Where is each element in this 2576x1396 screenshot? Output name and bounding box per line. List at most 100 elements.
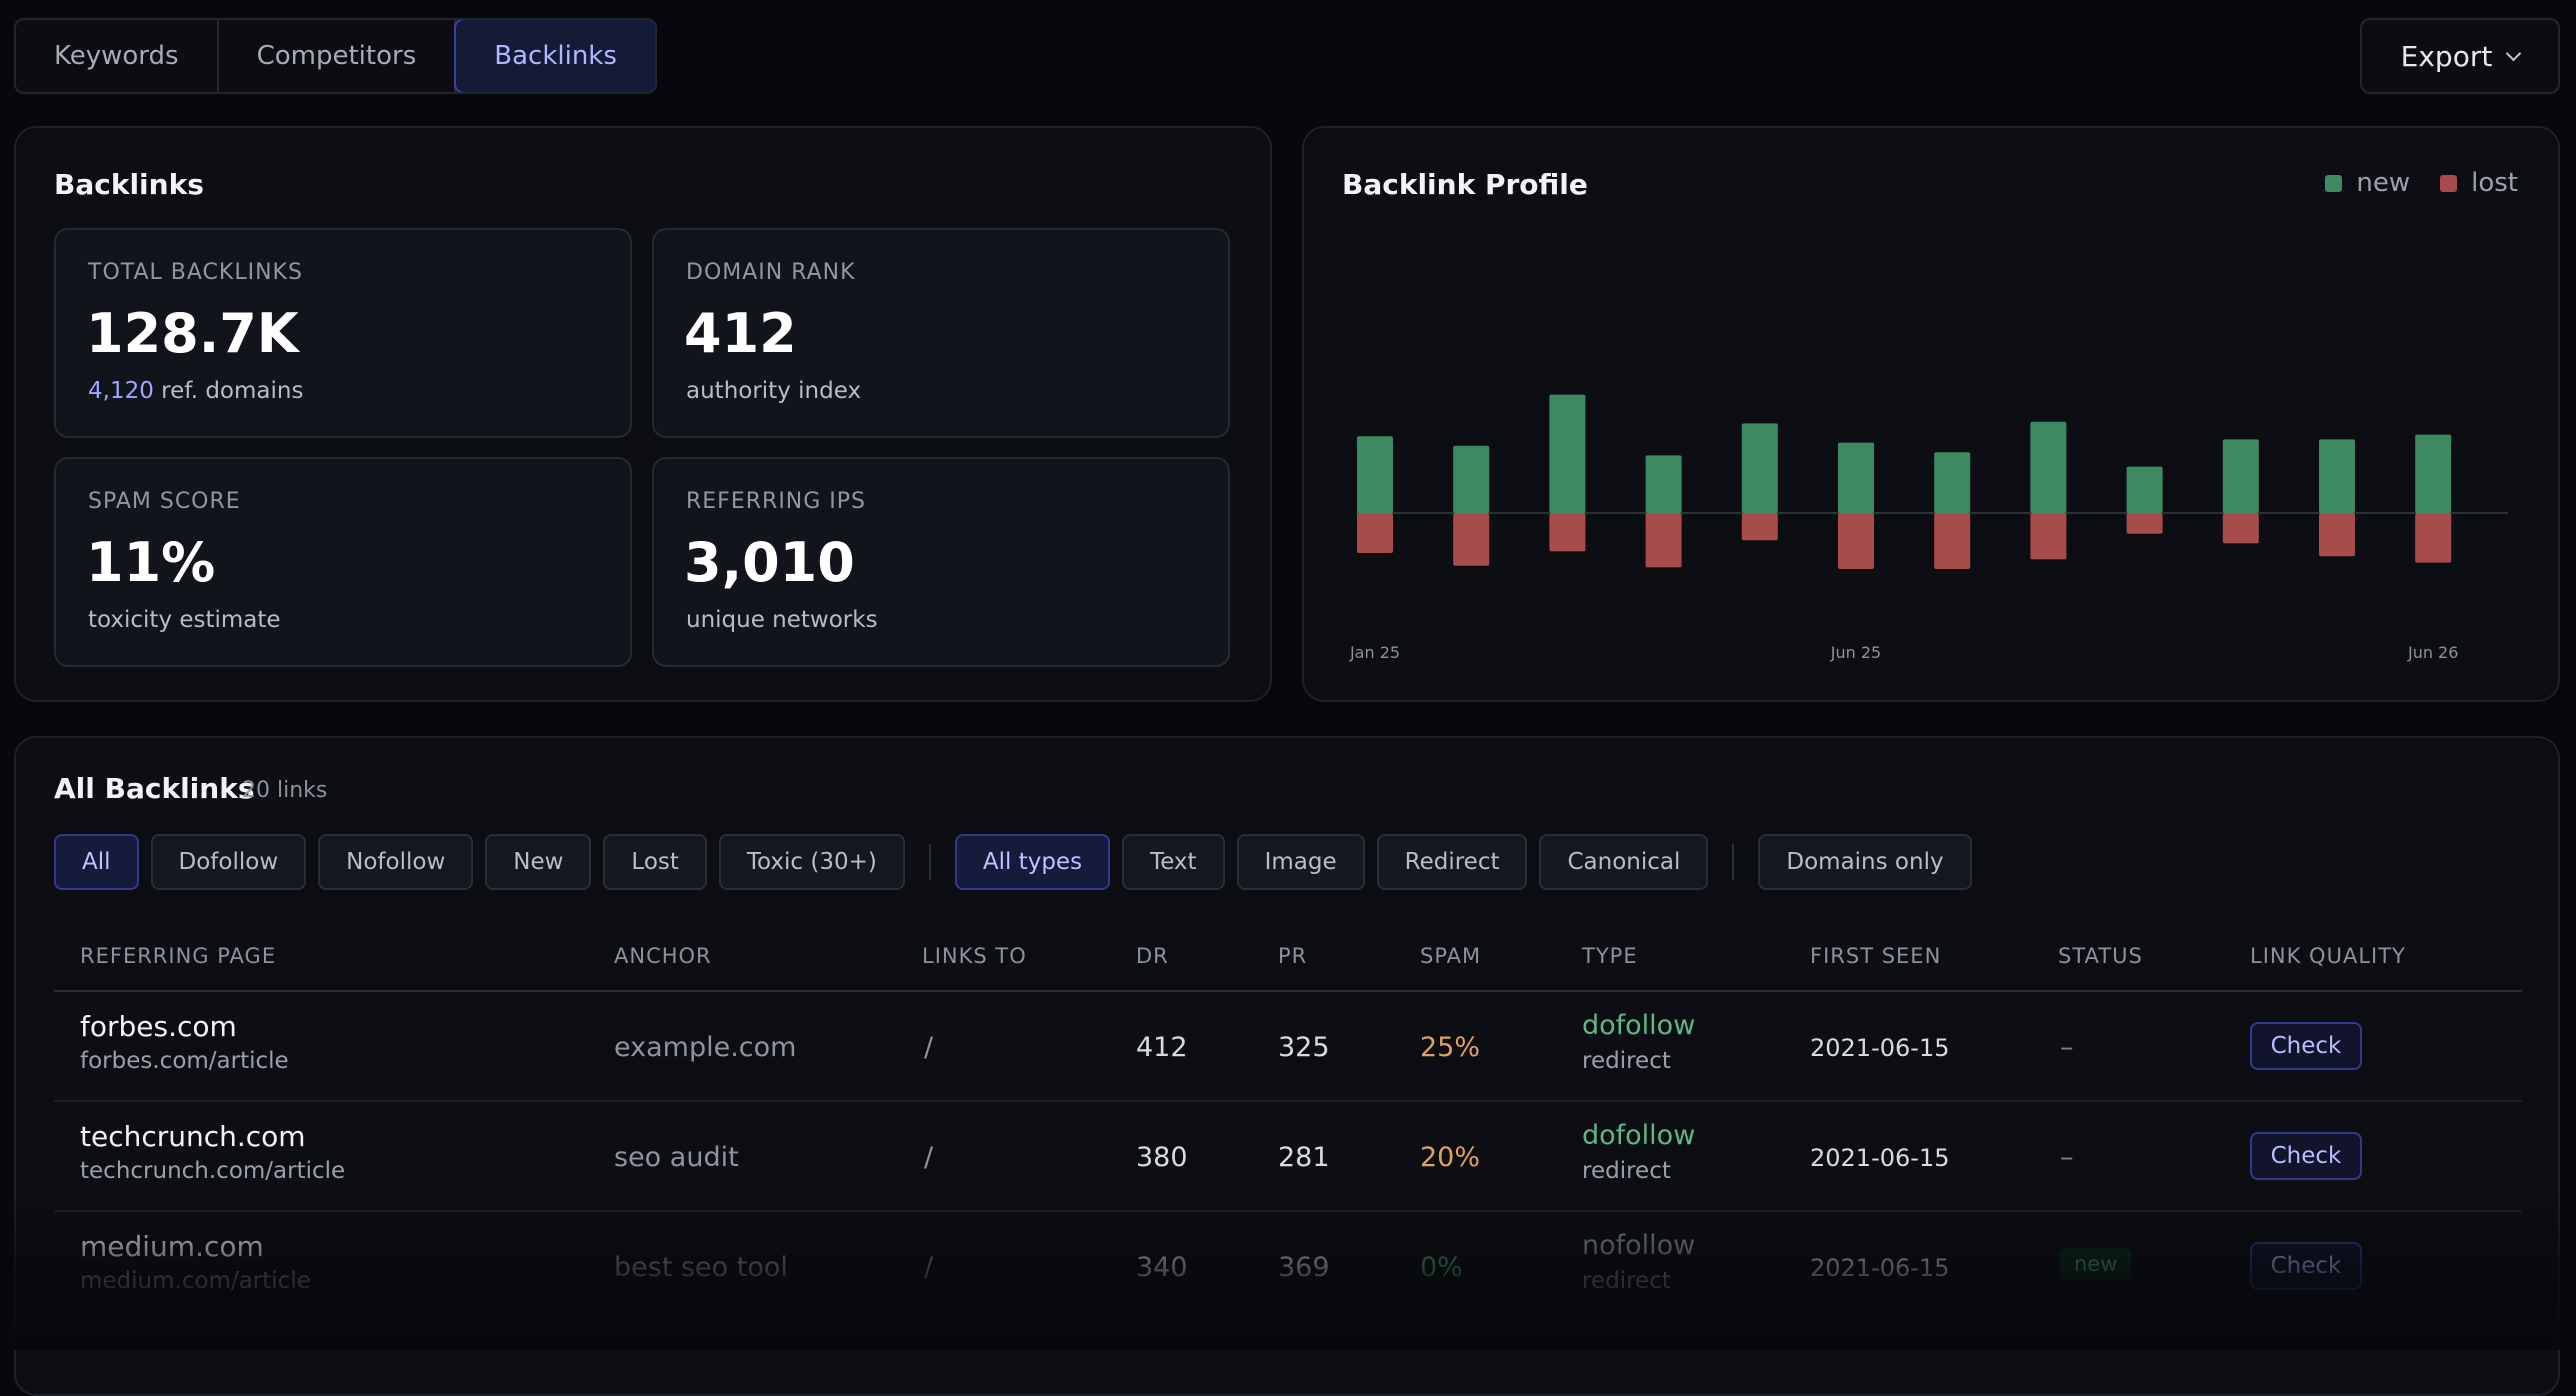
bar-new-11[interactable] [2415,434,2452,513]
bar-lost-3[interactable] [1645,513,1682,568]
bar-new-3[interactable] [1645,455,1682,513]
filter-all[interactable]: All [54,834,139,890]
bar-new-1[interactable] [1453,445,1490,513]
dr-value: 380 [1136,1142,1188,1173]
metric-subtext: 4,120 ref. domains [88,378,303,404]
metric-label: TOTAL BACKLINKS [88,260,303,285]
bar-lost-2[interactable] [1549,513,1586,552]
spam-value: 25% [1420,1032,1481,1063]
metric-value: 128.7K [86,302,299,365]
metric-label: REFERRING IPS [686,489,867,514]
bar-lost-0[interactable] [1357,513,1393,553]
dr-value: 340 [1136,1252,1188,1283]
x-tick-label: Jun 26 [2407,643,2458,662]
bar-new-0[interactable] [1357,436,1393,513]
column-header-links-to[interactable]: LINKS TO [922,944,1027,968]
bar-new-7[interactable] [2030,421,2067,513]
metric-subtext: unique networks [686,607,878,633]
filter-nofollow[interactable]: Nofollow [318,834,474,890]
referring-domain[interactable]: forbes.com [80,1010,237,1043]
link-subtype: redirect [1582,1268,1671,1294]
links-to: / [924,1142,934,1173]
metric-value: 412 [684,302,797,365]
filter-image[interactable]: Image [1236,834,1365,890]
x-tick-label: Jan 25 [1349,643,1400,662]
view-tabs: Keywords Competitors Backlinks [14,18,657,94]
referring-url: medium.com/article [80,1268,311,1294]
column-header-pr[interactable]: PR [1278,944,1308,968]
metric-card-referring-ips: REFERRING IPS 3,010 unique networks [652,457,1230,667]
table-row[interactable]: medium.com medium.com/article best seo t… [54,1212,2522,1320]
table-row[interactable]: techcrunch.com techcrunch.com/article se… [54,1102,2522,1212]
bar-lost-4[interactable] [1741,513,1778,541]
ref-domains-count: 4,120 [88,378,154,404]
bar-lost-7[interactable] [2030,513,2067,560]
referring-domain[interactable]: medium.com [80,1230,264,1263]
chart-legend: new lost [2325,168,2518,198]
column-header-status[interactable]: STATUS [2058,944,2143,968]
metric-subtext: toxicity estimate [88,607,281,633]
bar-lost-11[interactable] [2415,513,2452,563]
bar-lost-1[interactable] [1453,513,1490,566]
metric-card-domain-rank: DOMAIN RANK 412 authority index [652,228,1230,438]
chevron-down-icon [2506,45,2522,61]
metric-subtext-label: ref. domains [153,378,304,404]
column-header-type[interactable]: TYPE [1582,944,1638,968]
filter-lost[interactable]: Lost [603,834,707,890]
export-label: Export [2400,39,2493,73]
check-button[interactable]: Check [2250,1022,2362,1070]
bar-new-9[interactable] [2222,439,2259,513]
bar-lost-8[interactable] [2126,513,2163,534]
legend-swatch-lost [2440,174,2458,192]
status-badge: new [2060,1248,2132,1280]
bar-new-5[interactable] [1838,442,1874,513]
tab-backlinks[interactable]: Backlinks [454,20,655,92]
tab-keywords[interactable]: Keywords [16,20,219,92]
bar-new-6[interactable] [1934,452,1971,513]
bar-new-2[interactable] [1549,394,1586,513]
filter-divider [1732,844,1735,880]
backlinks-summary-panel: Backlinks TOTAL BACKLINKS 128.7K 4,120 r… [14,126,1272,702]
filter-domains-only[interactable]: Domains only [1758,834,1972,890]
backlink-profile-panel: Backlink Profile new lost Jan 25 Jun 25 Ju… [1302,126,2560,702]
bar-new-10[interactable] [2319,439,2355,513]
filter-bar: All Dofollow Nofollow New Lost Toxic (30… [54,834,1972,890]
links-to: / [924,1252,934,1283]
panel-title: Backlinks [54,168,204,201]
filter-text[interactable]: Text [1122,834,1225,890]
filter-redirect[interactable]: Redirect [1376,834,1528,890]
bar-new-4[interactable] [1741,423,1778,513]
filter-canonical[interactable]: Canonical [1539,834,1709,890]
bar-lost-9[interactable] [2222,513,2259,544]
link-subtype: redirect [1582,1048,1671,1074]
column-header-dr[interactable]: DR [1136,944,1169,968]
metric-value: 3,010 [684,531,855,594]
metric-subtext: authority index [686,378,862,404]
pr-value: 325 [1278,1032,1330,1063]
check-button[interactable]: Check [2250,1132,2362,1180]
bar-lost-6[interactable] [1934,513,1971,569]
column-header-anchor[interactable]: ANCHOR [614,944,712,968]
anchor-text: seo audit [614,1142,739,1173]
column-header-first-seen[interactable]: FIRST SEEN [1810,944,1942,968]
table-row[interactable]: forbes.com forbes.com/article example.co… [54,992,2522,1102]
x-tick-label: Jun 25 [1830,643,1881,662]
metric-label: DOMAIN RANK [686,260,856,285]
filter-dofollow[interactable]: Dofollow [150,834,307,890]
bar-lost-5[interactable] [1838,513,1874,569]
backlink-profile-chart: Jan 25 Jun 25 Jun 26 [1349,394,2508,662]
bar-lost-10[interactable] [2319,513,2355,557]
column-header-link-quality[interactable]: LINK QUALITY [2250,944,2406,968]
export-button[interactable]: Export [2360,18,2560,94]
column-header-spam[interactable]: SPAM [1420,944,1482,968]
filter-new[interactable]: New [485,834,592,890]
tab-competitors[interactable]: Competitors [219,20,457,92]
check-button[interactable]: Check [2250,1242,2362,1290]
filter-all-types[interactable]: All types [954,834,1111,890]
bar-new-8[interactable] [2126,466,2163,513]
filter-toxic[interactable]: Toxic (30+) [718,834,905,890]
pr-value: 369 [1278,1252,1330,1283]
metric-card-spam-score: SPAM SCORE 11% toxicity estimate [54,457,632,667]
referring-domain[interactable]: techcrunch.com [80,1120,306,1153]
column-header-referring-page[interactable]: REFERRING PAGE [80,944,277,968]
